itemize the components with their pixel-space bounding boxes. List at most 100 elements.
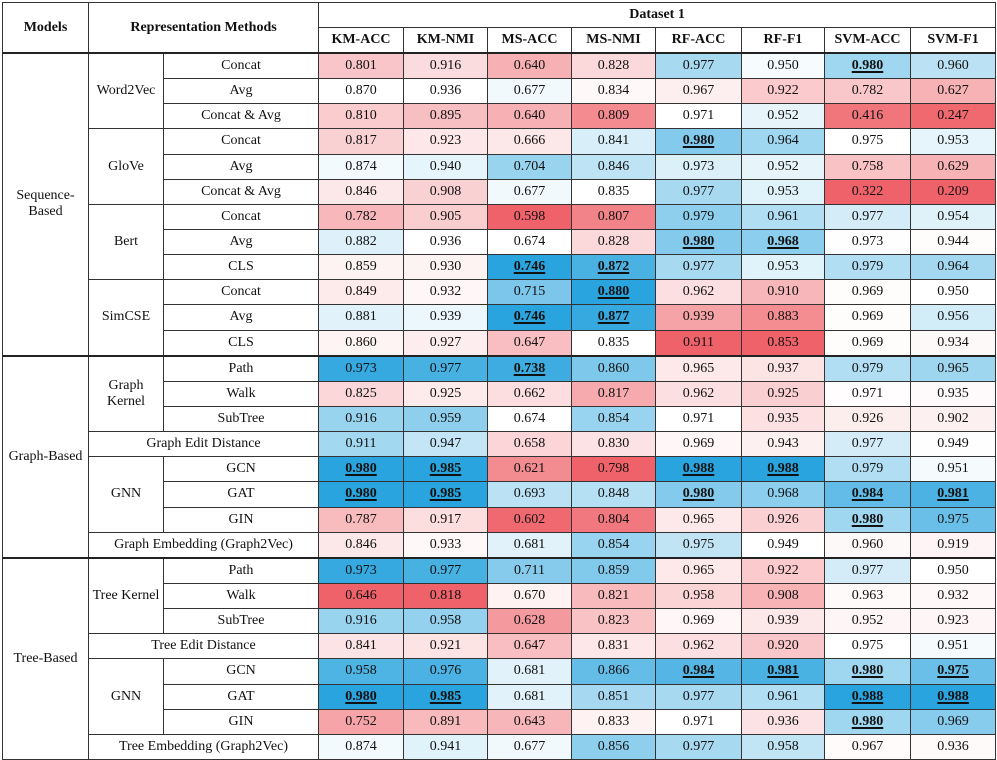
heat-cell-ms-acc: 0.681 <box>487 683 572 710</box>
heat-cell-rf-f1: 0.961 <box>741 203 825 230</box>
heat-cell-svm-acc: 0.975 <box>824 633 911 660</box>
heat-cell-svm-acc: 0.758 <box>824 153 911 180</box>
heat-cell-svm-acc: 0.952 <box>824 608 911 635</box>
heat-cell-ms-nmi: 0.833 <box>571 708 656 735</box>
table-row: Avg 0.874 0.940 0.704 0.846 0.973 0.952 0.758 0.… <box>3 153 997 180</box>
heat-cell-svm-f1: 0.965 <box>909 354 997 382</box>
heat-cell-km-nmi: 0.905 <box>403 203 488 230</box>
heat-cell-ms-acc: 0.681 <box>487 658 572 685</box>
variant-label-concat-avg: Concat & Avg <box>163 103 319 130</box>
variant-label-avg: Avg <box>163 304 319 331</box>
method-label-tree-embedding-graph2vec: Tree Embedding (Graph2Vec) <box>88 733 319 760</box>
heat-cell-svm-acc: 0.980 <box>824 52 911 80</box>
heat-cell-km-nmi: 0.941 <box>403 733 488 760</box>
heat-cell-ms-acc: 0.704 <box>487 153 572 180</box>
heat-cell-km-nmi: 0.947 <box>403 431 488 458</box>
heat-cell-km-nmi: 0.891 <box>403 708 488 735</box>
heat-cell-rf-acc: 0.911 <box>655 329 742 357</box>
table-row: GAT 0.980 0.985 0.693 0.848 0.980 0.968 0.984 0.… <box>3 481 997 508</box>
heat-cell-svm-f1: 0.949 <box>909 431 997 458</box>
variant-label-walk: Walk <box>163 582 319 610</box>
heat-cell-ms-nmi: 0.817 <box>571 380 656 407</box>
variant-label-gin: GIN <box>163 506 319 533</box>
heat-cell-km-nmi: 0.895 <box>403 103 488 130</box>
submethod-label-gnn: GNN <box>88 456 164 533</box>
heat-cell-ms-acc: 0.711 <box>487 556 572 584</box>
heat-cell-rf-acc: 0.965 <box>655 556 742 584</box>
table-row: GIN 0.787 0.917 0.602 0.804 0.965 0.926 0.980 0.… <box>3 506 997 533</box>
table-row: Tree Edit Distance 0.841 0.921 0.647 0.831 0.… <box>3 633 997 660</box>
heat-cell-rf-f1: 0.883 <box>741 304 825 331</box>
heat-cell-svm-f1: 0.964 <box>909 254 997 281</box>
heat-cell-rf-f1: 0.952 <box>741 103 825 130</box>
table-row: Graph Embedding (Graph2Vec) 0.846 0.933 0.6… <box>3 531 997 559</box>
heat-cell-svm-f1: 0.960 <box>909 52 997 80</box>
heat-cell-rf-acc: 0.984 <box>655 658 742 685</box>
heat-cell-km-acc: 0.980 <box>318 456 404 483</box>
heat-cell-km-nmi: 0.936 <box>403 78 488 105</box>
variant-label-path: Path <box>163 354 319 382</box>
heat-cell-ms-nmi: 0.880 <box>571 279 656 306</box>
heat-cell-svm-acc: 0.980 <box>824 708 911 735</box>
submethod-label-gnn: GNN <box>88 658 164 735</box>
heat-cell-km-acc: 0.817 <box>318 128 404 155</box>
heat-cell-svm-f1: 0.934 <box>909 329 997 357</box>
table-row: CLS 0.859 0.930 0.746 0.872 0.977 0.953 0.979 0.… <box>3 254 997 281</box>
heat-cell-svm-acc: 0.322 <box>824 178 911 205</box>
heat-cell-ms-nmi: 0.846 <box>571 153 656 180</box>
heat-cell-ms-acc: 0.602 <box>487 506 572 533</box>
heat-cell-km-nmi: 0.940 <box>403 153 488 180</box>
heat-cell-ms-acc: 0.677 <box>487 78 572 105</box>
heat-cell-rf-f1: 0.958 <box>741 733 825 760</box>
heat-cell-svm-f1: 0.950 <box>909 279 997 306</box>
table-row: Sequence-Based Word2Vec Concat 0.801 0.916 0.… <box>2 52 997 357</box>
variant-label-subtree: SubTree <box>163 608 319 635</box>
heat-cell-rf-acc: 0.980 <box>655 481 742 508</box>
heat-cell-rf-acc: 0.975 <box>655 531 742 559</box>
heat-cell-svm-f1: 0.932 <box>909 582 997 610</box>
variant-label-subtree: SubTree <box>163 405 319 433</box>
heat-cell-svm-f1: 0.209 <box>909 178 997 205</box>
heat-cell-svm-f1: 0.954 <box>909 203 997 230</box>
heat-cell-km-acc: 0.801 <box>318 52 404 80</box>
heat-cell-km-nmi: 0.908 <box>403 178 488 205</box>
heat-cell-ms-nmi: 0.848 <box>571 481 656 508</box>
heat-cell-rf-f1: 0.920 <box>741 633 825 660</box>
heat-cell-rf-f1: 0.935 <box>741 405 825 433</box>
heat-cell-svm-f1: 0.953 <box>909 128 997 155</box>
heat-cell-svm-acc: 0.979 <box>824 254 911 281</box>
heat-cell-km-acc: 0.825 <box>318 380 404 407</box>
heat-cell-svm-f1: 0.951 <box>909 456 997 483</box>
variant-label-gat: GAT <box>163 481 319 508</box>
heat-cell-svm-acc: 0.980 <box>824 658 911 685</box>
heat-cell-rf-f1: 0.968 <box>741 481 825 508</box>
heat-cell-rf-acc: 0.977 <box>655 683 742 710</box>
column-header-rf-f1: RF-F1 <box>741 27 825 54</box>
heat-cell-svm-acc: 0.971 <box>824 380 911 407</box>
heat-cell-ms-nmi: 0.841 <box>571 128 656 155</box>
table-row: Tree Embedding (Graph2Vec) 0.874 0.941 0.67… <box>3 733 997 760</box>
table-row: Graph Edit Distance 0.911 0.947 0.658 0.830 0… <box>3 431 997 458</box>
heat-cell-svm-f1: 0.902 <box>909 405 997 433</box>
table-row: GAT 0.980 0.985 0.681 0.851 0.977 0.961 0.988 0.… <box>3 683 997 710</box>
table-row: Tree-Based Tree Kernel Path 0.973 0.977 0.711… <box>2 556 997 760</box>
heat-cell-km-acc: 0.882 <box>318 228 404 256</box>
heat-cell-rf-acc: 0.969 <box>655 431 742 458</box>
heat-cell-svm-f1: 0.969 <box>909 708 997 735</box>
table-row: Bert Concat 0.782 0.905 0.598 0.807 0.979 0.961… <box>3 203 997 281</box>
heat-cell-ms-nmi: 0.854 <box>571 531 656 559</box>
heat-cell-rf-acc: 0.971 <box>655 708 742 735</box>
heat-cell-svm-acc: 0.984 <box>824 481 911 508</box>
heat-cell-svm-f1: 0.951 <box>909 633 997 660</box>
heat-cell-rf-acc: 0.980 <box>655 128 742 155</box>
heat-cell-rf-acc: 0.977 <box>655 254 742 281</box>
heat-cell-svm-f1: 0.936 <box>909 733 997 760</box>
table-row: Avg 0.881 0.939 0.746 0.877 0.939 0.883 0.969 0.… <box>3 304 997 331</box>
heat-cell-km-acc: 0.859 <box>318 254 404 281</box>
heat-cell-rf-acc: 0.967 <box>655 78 742 105</box>
heat-cell-svm-acc: 0.975 <box>824 128 911 155</box>
heat-cell-ms-nmi: 0.859 <box>571 556 656 584</box>
heat-cell-ms-nmi: 0.821 <box>571 582 656 610</box>
heat-cell-rf-acc: 0.979 <box>655 203 742 230</box>
heat-cell-rf-acc: 0.977 <box>655 52 742 80</box>
